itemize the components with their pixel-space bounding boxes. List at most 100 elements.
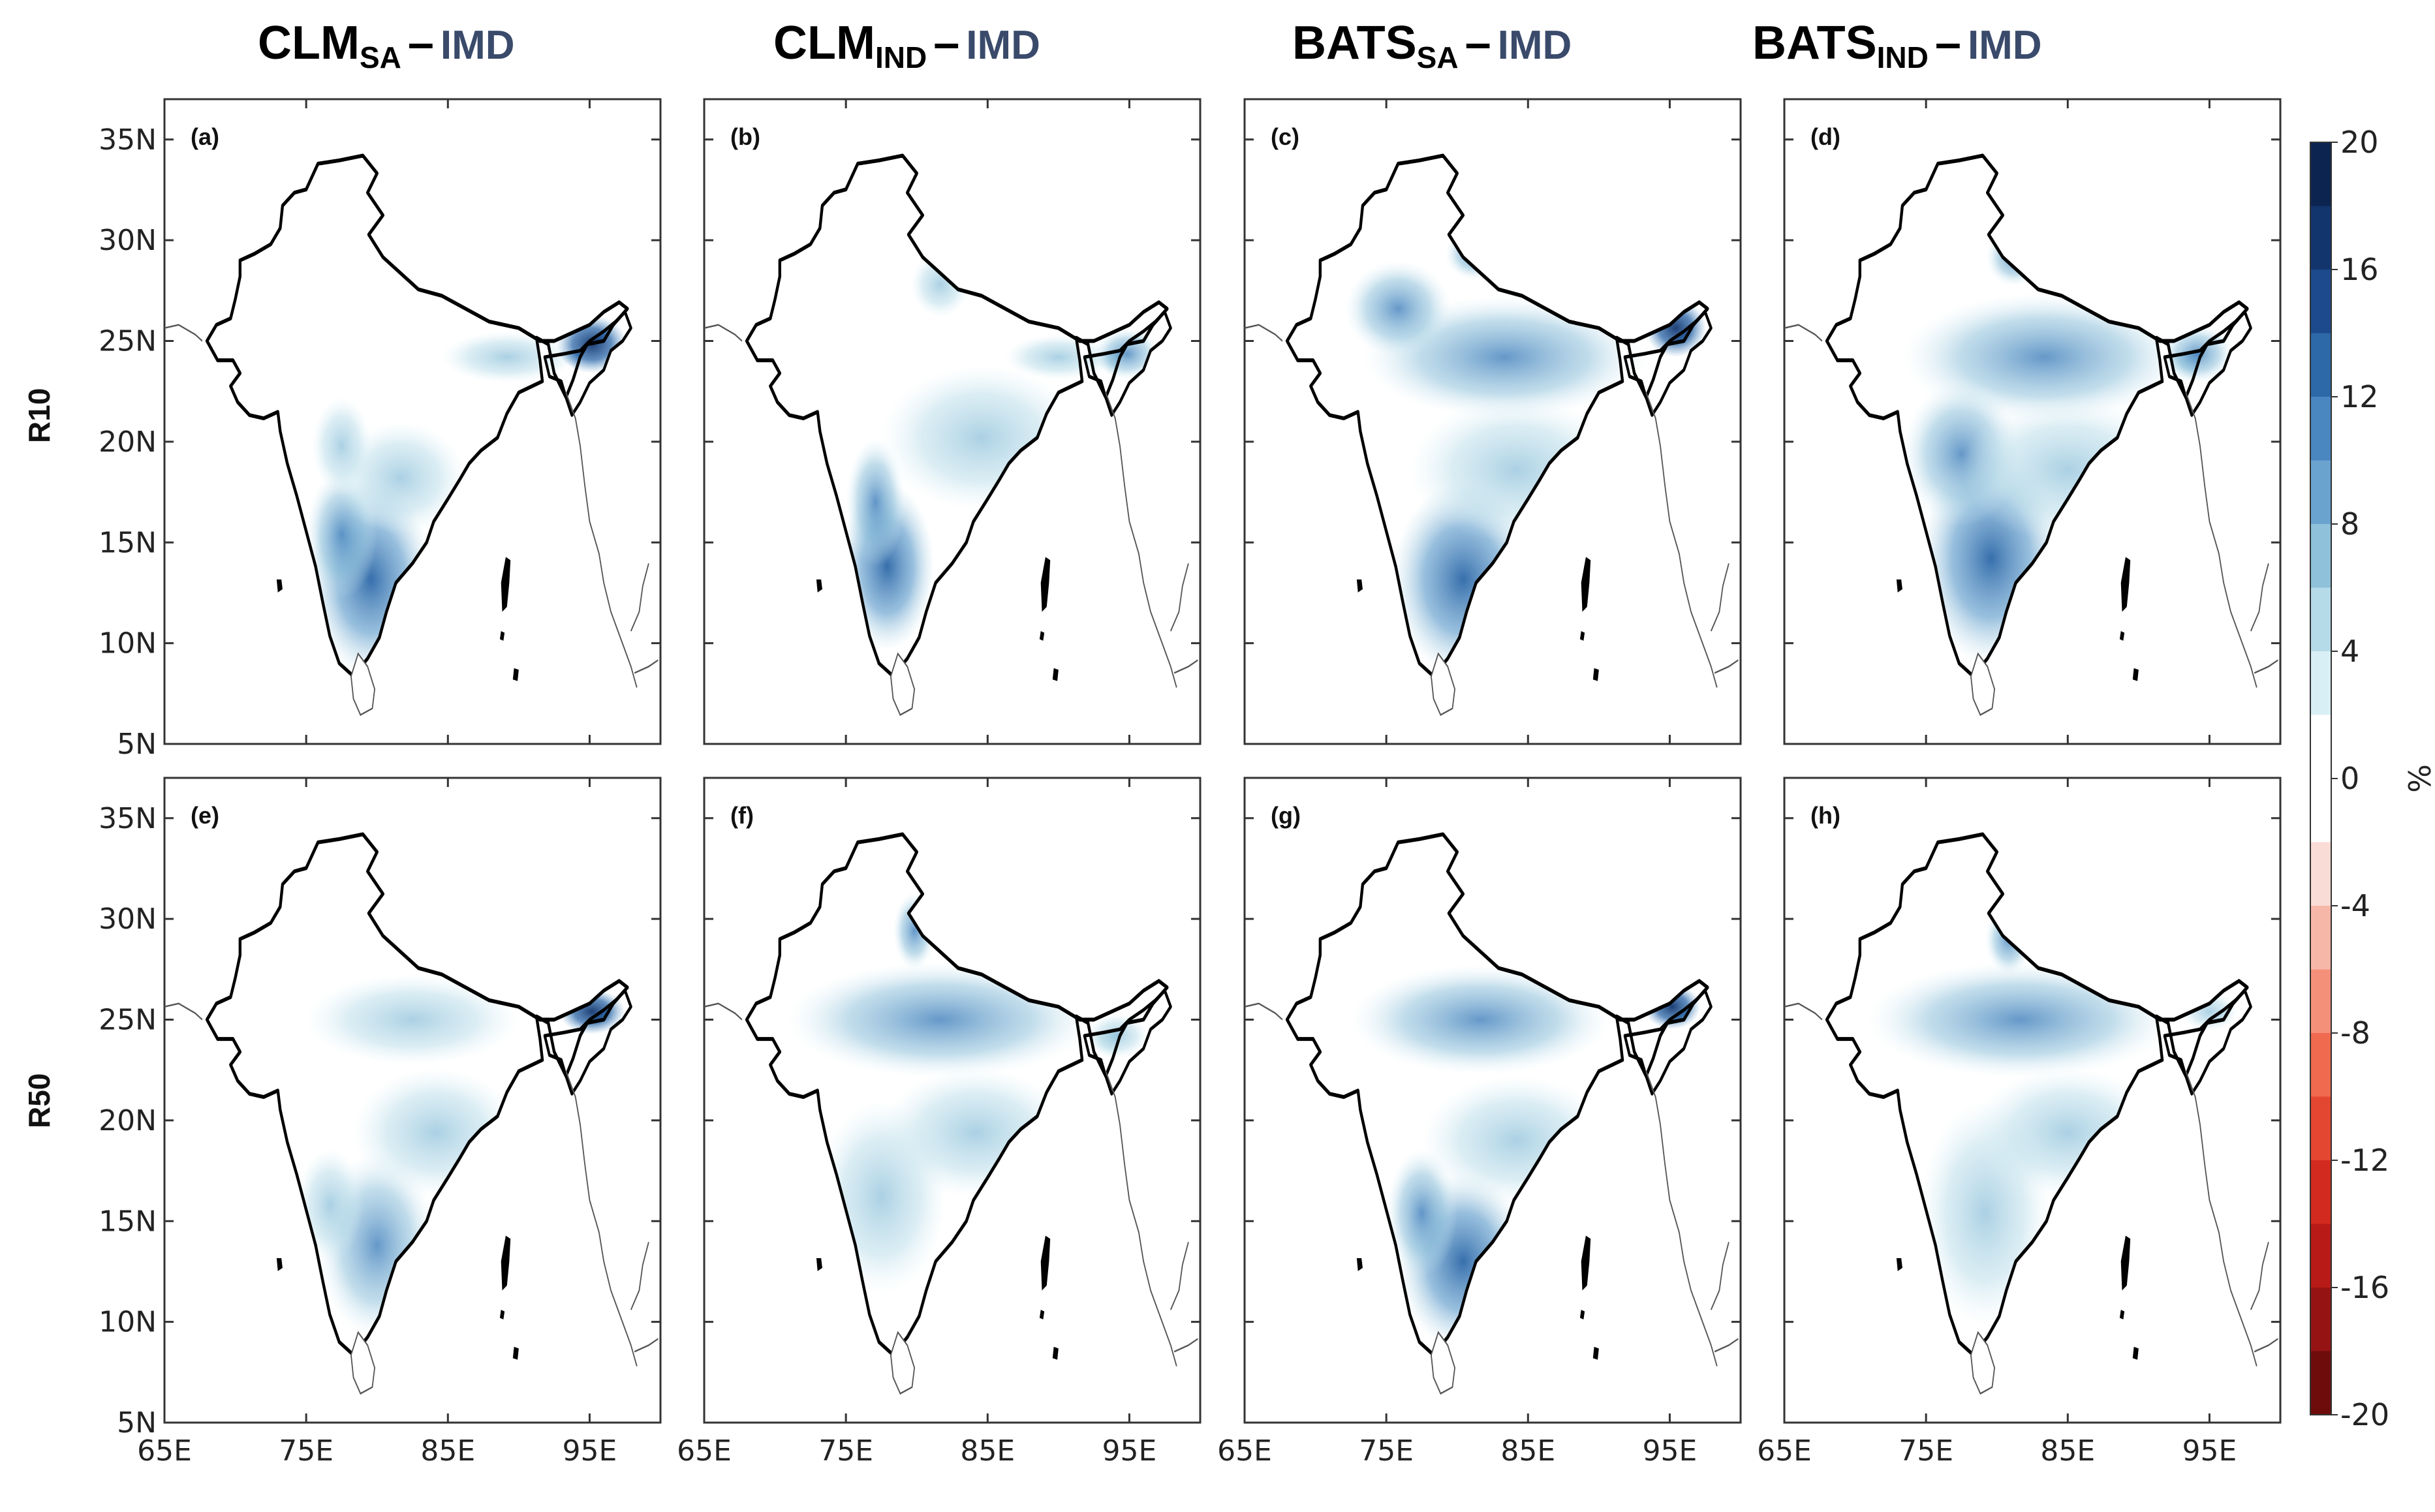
map-panel-c: (c) xyxy=(1243,98,1742,745)
lon-tick-label: 75E xyxy=(1359,1434,1414,1468)
panel-letter: (f) xyxy=(730,802,754,829)
lon-tick-label: 95E xyxy=(1102,1434,1157,1468)
title-separator: – xyxy=(407,17,434,69)
title-separator: – xyxy=(933,17,960,69)
lat-tick-label: 25N xyxy=(99,325,157,358)
lat-tick-label: 25N xyxy=(99,1004,157,1037)
colorbar: 20 16 12 8 4 0 -4 -8 -12 -16 -20% xyxy=(2310,125,2435,1432)
lat-tick-label: 10N xyxy=(99,1306,157,1339)
colorbar-tick-label: 0 xyxy=(2340,761,2359,796)
lon-tick-label: 85E xyxy=(2040,1434,2095,1468)
colorbar-tick-label: 4 xyxy=(2340,634,2359,669)
lat-tick-label: 35N xyxy=(99,802,157,835)
model-subscript: SA xyxy=(1416,40,1459,74)
colorbar-bin xyxy=(2310,270,2331,333)
colorbar-bin xyxy=(2310,969,2331,1034)
lat-tick-label: 5N xyxy=(117,1406,157,1440)
map-panel-d: (d) xyxy=(1783,98,2282,745)
lon-tick-label: 75E xyxy=(279,1434,333,1468)
lat-tick-label: 30N xyxy=(99,224,157,257)
model-name: BATS xyxy=(1292,17,1417,69)
lat-tick-label: 20N xyxy=(99,1104,157,1137)
colorbar-bin xyxy=(2310,779,2331,842)
lon-tick-label: 95E xyxy=(563,1434,617,1468)
model-subscript: IND xyxy=(1876,40,1929,74)
colorbar-bin xyxy=(2310,206,2331,270)
colorbar-bin xyxy=(2310,333,2331,397)
panel-letter: (c) xyxy=(1271,123,1299,150)
column-title-1: CLMSA – IMD xyxy=(258,20,515,72)
title-separator: – xyxy=(1934,17,1961,69)
colorbar-bin xyxy=(2310,906,2331,970)
colorbar-tick-label: -8 xyxy=(2340,1015,2370,1051)
column-title-3: BATSSA – IMD xyxy=(1292,20,1572,72)
lat-tick-label: 5N xyxy=(117,728,157,761)
colorbar-bin xyxy=(2310,397,2331,461)
reference-name: IMD xyxy=(1967,23,2042,68)
panel-letter: (d) xyxy=(1810,123,1840,150)
panel-letter: (b) xyxy=(730,123,760,150)
row-label-r50: R50 xyxy=(22,1073,56,1128)
colorbar-unit: % xyxy=(2401,764,2435,793)
lat-tick-label: 15N xyxy=(99,1205,157,1238)
map-panel-g: (g) 65E 75E 85E 95E xyxy=(1217,777,1742,1468)
colorbar-bin xyxy=(2310,1033,2331,1097)
model-name: BATS xyxy=(1752,17,1877,69)
map-panel-f: (f) 65E 75E 85E 95E xyxy=(677,777,1202,1468)
model-name: CLM xyxy=(258,17,360,69)
panel-letter: (a) xyxy=(191,123,219,150)
lon-tick-label: 75E xyxy=(1899,1434,1953,1468)
colorbar-bin xyxy=(2310,460,2331,525)
title-separator: – xyxy=(1465,17,1491,69)
model-subscript: SA xyxy=(359,40,401,74)
panel-letter: (e) xyxy=(191,802,219,829)
lon-tick-label: 85E xyxy=(420,1434,475,1468)
colorbar-tick-label: -12 xyxy=(2340,1143,2389,1178)
colorbar-bin xyxy=(2310,1096,2331,1161)
lat-tick-label: 20N xyxy=(99,425,157,459)
colorbar-tick-label: -16 xyxy=(2340,1270,2389,1305)
lat-tick-label: 35N xyxy=(99,123,157,157)
model-subscript: IND xyxy=(875,40,927,74)
panel-letter: (h) xyxy=(1810,802,1840,829)
panel-letter: (g) xyxy=(1271,802,1301,829)
column-title-4: BATSIND – IMD xyxy=(1752,20,2042,72)
colorbar-tick-label: -4 xyxy=(2340,888,2370,923)
lat-tick-label: 15N xyxy=(99,526,157,559)
map-panel-h: (h) 65E 75E 85E 95E xyxy=(1757,777,2282,1468)
lon-tick-label: 65E xyxy=(137,1434,192,1468)
lon-tick-label: 95E xyxy=(1643,1434,1698,1468)
colorbar-bin xyxy=(2310,1224,2331,1288)
colorbar-bin xyxy=(2310,715,2331,779)
lon-tick-label: 85E xyxy=(960,1434,1015,1468)
lat-tick-label: 10N xyxy=(99,627,157,660)
lon-tick-label: 75E xyxy=(818,1434,873,1468)
map-panel-a: (a) 35N 30N 25N 20N 15N 10N 5N xyxy=(99,98,662,761)
colorbar-bin xyxy=(2310,1160,2331,1224)
reference-name: IMD xyxy=(966,23,1040,68)
reference-name: IMD xyxy=(1497,23,1572,68)
reference-name: IMD xyxy=(440,23,515,68)
colorbar-bin xyxy=(2310,651,2331,715)
lon-tick-label: 65E xyxy=(1217,1434,1272,1468)
colorbar-tick-label: 8 xyxy=(2340,506,2359,542)
map-panel-b: (b) xyxy=(703,98,1202,745)
lon-tick-label: 65E xyxy=(677,1434,732,1468)
lat-tick-label: 30N xyxy=(99,903,157,936)
colorbar-bin xyxy=(2310,1288,2331,1351)
colorbar-bin xyxy=(2310,142,2331,206)
row-label-r10: R10 xyxy=(22,388,56,443)
colorbar-bin xyxy=(2310,842,2331,906)
lon-tick-label: 85E xyxy=(1500,1434,1555,1468)
lon-tick-label: 65E xyxy=(1757,1434,1812,1468)
colorbar-bin xyxy=(2310,524,2331,588)
colorbar-tick-label: -20 xyxy=(2340,1397,2389,1432)
colorbar-tick-label: 12 xyxy=(2340,379,2379,414)
colorbar-bin xyxy=(2310,587,2331,652)
column-title-2: CLMIND – IMD xyxy=(773,20,1040,72)
colorbar-tick-label: 20 xyxy=(2340,125,2379,160)
colorbar-tick-label: 16 xyxy=(2340,252,2379,287)
colorbar-bin xyxy=(2310,1351,2331,1415)
